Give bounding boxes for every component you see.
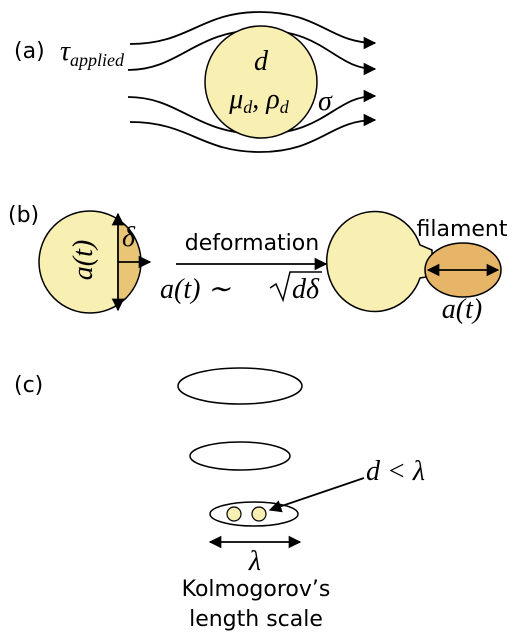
droplet	[252, 507, 266, 521]
condition-label: d < λ	[366, 456, 425, 487]
density-subscript: d	[280, 97, 290, 117]
process-label: deformation	[185, 231, 319, 256]
figure: (a) τapplied d μd, ρd σ (b) a(t) δ defor…	[0, 0, 526, 637]
droplet	[205, 26, 317, 138]
panel-label: (a)	[14, 39, 45, 64]
panel-label: (b)	[8, 203, 39, 228]
thickness-label: δ	[122, 222, 136, 253]
pointer-arrow	[270, 478, 364, 510]
radius-label: a(t)	[68, 240, 99, 280]
stress-label: τapplied	[60, 36, 125, 70]
eddy	[178, 368, 302, 404]
scaling-law: a(t) ∼	[160, 274, 231, 305]
stress-subscript: applied	[70, 50, 125, 70]
separator: ,	[252, 84, 266, 115]
viscosity: μ	[228, 84, 243, 115]
density: ρ	[265, 84, 279, 115]
filament-label: filament	[417, 217, 508, 242]
scale-symbol: λ	[248, 546, 261, 577]
caption: length scale	[189, 607, 323, 632]
scaling-root: dδ	[292, 274, 320, 305]
caption: Kolmogorov’s	[182, 577, 331, 602]
surface-tension: σ	[318, 86, 333, 117]
panel-label: (c)	[14, 373, 43, 398]
eddy	[190, 442, 290, 470]
filament-radius: a(t)	[442, 294, 482, 325]
droplet	[227, 507, 241, 521]
droplet-size: d	[254, 46, 269, 77]
